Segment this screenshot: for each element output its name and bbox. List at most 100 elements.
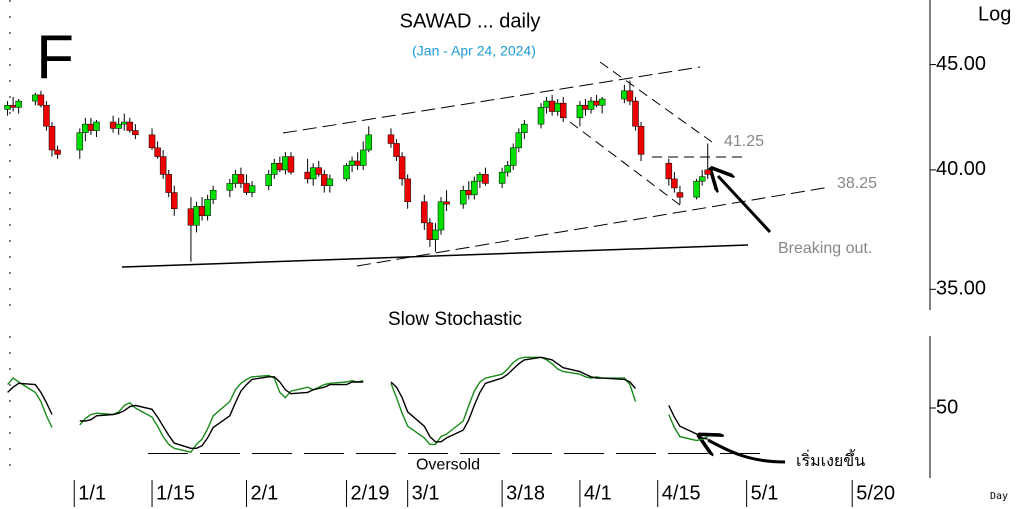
candle-body (243, 183, 250, 193)
candle-body (515, 132, 523, 149)
stochastic-line (7, 356, 708, 453)
candle-body (165, 174, 172, 193)
candle-body (365, 134, 373, 151)
candle-body (521, 123, 528, 133)
x-tick-label: 1/15 (156, 482, 195, 504)
candle-body (393, 143, 400, 157)
candle-body (465, 190, 473, 196)
candle-body (404, 178, 411, 203)
candle-body (154, 147, 161, 157)
candle-body (509, 147, 517, 166)
candle-body (582, 104, 589, 110)
candle-body (443, 201, 450, 205)
level-label: 41.25 (724, 133, 764, 150)
chart-title: SAWAD ... daily (400, 10, 541, 32)
candle-body (48, 126, 56, 151)
candle-body (187, 208, 195, 226)
candle-body (321, 174, 328, 186)
candle-body (93, 121, 100, 131)
candle-body (554, 102, 561, 112)
candle-body (248, 185, 256, 193)
candle-body (15, 100, 22, 108)
y-tick-label: 40.00 (936, 158, 986, 180)
y-axis-label: Log (978, 3, 1011, 25)
candle-body (121, 121, 128, 125)
candle-body (43, 104, 50, 127)
candle-body (315, 167, 322, 175)
candle-body (304, 171, 311, 180)
chart-subtitle: (Jan - Apr 24, 2024) (412, 43, 536, 59)
y-tick-label: 45.00 (936, 53, 986, 75)
candle-body (37, 94, 45, 106)
candle-body (543, 100, 550, 108)
candle-body (309, 167, 317, 180)
annotation: Breaking out. (778, 240, 872, 257)
candle-body (9, 104, 17, 108)
candle-body (82, 123, 89, 133)
candle-body (476, 174, 484, 182)
candle-body (548, 100, 556, 112)
x-axis-label: Day (990, 491, 1008, 502)
candle-body (237, 174, 245, 184)
candle-body (54, 149, 61, 155)
panel-label: F (36, 23, 74, 92)
candle-body (693, 180, 700, 198)
candle-body (287, 156, 295, 173)
oversold-label: Oversold (416, 457, 480, 474)
candle-body (159, 156, 167, 175)
y-tick-label: 50 (936, 396, 958, 418)
candle-body (209, 190, 217, 200)
candle-body (109, 121, 117, 129)
candle-body (421, 201, 428, 224)
candle-body (537, 107, 545, 125)
candle-body (671, 178, 678, 189)
chart-title: Slow Stochastic (388, 309, 522, 330)
candle-body (387, 134, 395, 144)
candle-body (193, 206, 200, 226)
trend-lines (121, 61, 831, 464)
x-tick-label: 4/15 (662, 482, 701, 504)
candle-body (126, 121, 134, 131)
x-tick-label: 2/19 (351, 482, 390, 504)
candle-body (704, 169, 711, 175)
candle-body (498, 171, 506, 184)
candle-body (343, 165, 350, 180)
candle-body (226, 183, 234, 191)
candle-body (276, 162, 284, 171)
arrow (708, 440, 786, 464)
level-label: 38.25 (837, 175, 877, 192)
x-tick-label: 5/20 (856, 482, 895, 504)
candle-body (198, 206, 206, 217)
candle-body (698, 176, 706, 182)
candle-body (587, 100, 595, 110)
arrow (718, 176, 772, 234)
candle-body (204, 199, 211, 217)
x-tick-label: 5/1 (751, 482, 779, 504)
candle-body (148, 134, 156, 149)
candle-body (354, 160, 361, 166)
candle-body (482, 174, 489, 184)
candle-body (398, 156, 406, 180)
stochastic-line (7, 356, 708, 449)
candle-body (459, 190, 467, 205)
candle-body (665, 162, 673, 180)
x-tick-label: 4/1 (584, 482, 612, 504)
candle-body (271, 162, 278, 175)
annotation: เริ่มเงยขึ้น (796, 449, 865, 470)
candle-body (504, 165, 511, 173)
candle-body (76, 132, 84, 151)
down-channel-top (599, 61, 713, 143)
candle-body (4, 104, 11, 110)
candle-body (326, 178, 334, 186)
candle-body (559, 102, 567, 119)
candle-body (621, 90, 628, 100)
candle-body (632, 100, 639, 127)
candle-body (471, 180, 478, 196)
candle-body (637, 126, 645, 155)
candle-body (232, 174, 239, 184)
y-tick-label: 35.00 (936, 278, 986, 300)
candle-body (87, 123, 95, 131)
candle-body (576, 104, 584, 119)
candle-body (598, 98, 606, 106)
